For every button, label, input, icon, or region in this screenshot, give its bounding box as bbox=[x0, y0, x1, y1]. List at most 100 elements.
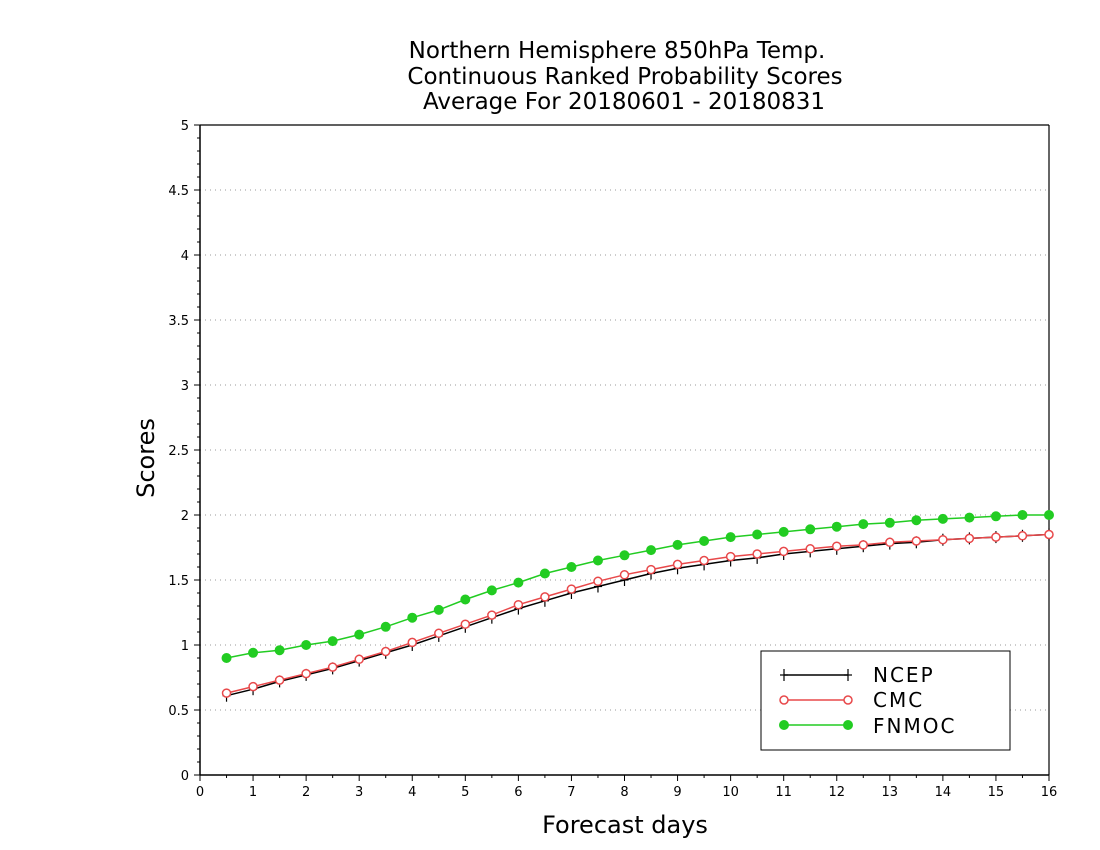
legend: NCEP CMC FNMOC bbox=[760, 650, 1011, 751]
chart-title-line-2: Continuous Ranked Probability Scores bbox=[407, 64, 842, 90]
legend-marker-end-fnmoc bbox=[843, 720, 853, 730]
x-tick-label-14: 14 bbox=[935, 785, 952, 800]
legend-label-ncep: NCEP bbox=[873, 663, 935, 687]
x-tick-label-11: 11 bbox=[775, 785, 792, 800]
point-cmc-3 bbox=[301, 668, 311, 679]
point-fnmoc-6 bbox=[380, 621, 391, 632]
y-tick-label-1: 0.5 bbox=[168, 704, 189, 719]
y-axis-label: Scores bbox=[132, 418, 160, 498]
point-fnmoc-8 bbox=[433, 604, 444, 615]
x-tick-label-12: 12 bbox=[828, 785, 845, 800]
point-fnmoc-14 bbox=[592, 555, 603, 566]
point-cmc-16 bbox=[646, 564, 656, 575]
point-fnmoc-28 bbox=[964, 512, 975, 523]
point-fnmoc-23 bbox=[831, 521, 842, 532]
point-cmc-26 bbox=[911, 536, 922, 546]
point-cmc-2 bbox=[274, 675, 285, 685]
point-cmc-19 bbox=[725, 551, 736, 562]
y-tick-label-8: 4 bbox=[181, 249, 189, 264]
point-fnmoc-11 bbox=[513, 577, 524, 588]
point-cmc-0 bbox=[221, 688, 232, 698]
point-fnmoc-16 bbox=[646, 545, 657, 556]
point-cmc-1 bbox=[248, 681, 258, 692]
point-cmc-25 bbox=[885, 537, 895, 548]
x-tick-label-0: 0 bbox=[196, 785, 204, 800]
point-cmc-28 bbox=[964, 533, 975, 544]
x-tick-label-5: 5 bbox=[461, 785, 469, 800]
point-cmc-7 bbox=[407, 637, 417, 648]
chart-title-line-3: Average For 20180601 - 20180831 bbox=[423, 89, 825, 115]
point-fnmoc-15 bbox=[619, 550, 630, 561]
x-tick-label-6: 6 bbox=[514, 785, 522, 800]
point-fnmoc-31 bbox=[1044, 510, 1054, 520]
series-cmc bbox=[221, 529, 1054, 698]
legend-marker-start-fnmoc bbox=[779, 720, 789, 730]
point-fnmoc-18 bbox=[699, 536, 710, 546]
y-tick-label-9: 4.5 bbox=[168, 184, 189, 199]
point-fnmoc-10 bbox=[486, 585, 497, 596]
point-cmc-12 bbox=[540, 592, 550, 602]
legend-label-cmc: CMC bbox=[873, 688, 924, 712]
y-axis-ticks: 0 0.5 1 1.5 2 2.5 3 3.5 4 4.5 5 bbox=[168, 119, 200, 784]
point-cmc-4 bbox=[327, 662, 338, 672]
x-tick-label-1: 1 bbox=[249, 785, 257, 800]
grid-lines bbox=[200, 124, 1049, 711]
point-cmc-20 bbox=[752, 549, 762, 559]
point-fnmoc-21 bbox=[778, 526, 789, 537]
point-fnmoc-2 bbox=[274, 645, 285, 656]
point-fnmoc-22 bbox=[805, 524, 816, 535]
y-tick-label-5: 2.5 bbox=[168, 444, 189, 459]
point-cmc-17 bbox=[672, 559, 683, 570]
point-fnmoc-27 bbox=[937, 513, 948, 524]
x-tick-label-2: 2 bbox=[302, 785, 310, 800]
x-tick-label-13: 13 bbox=[882, 785, 899, 800]
legend-entries bbox=[779, 669, 853, 730]
point-cmc-23 bbox=[832, 541, 842, 551]
point-fnmoc-3 bbox=[301, 640, 312, 650]
point-fnmoc-5 bbox=[354, 629, 365, 640]
legend-marker-end-ncep bbox=[844, 669, 852, 681]
point-fnmoc-0 bbox=[221, 653, 232, 663]
x-axis-ticks: 0 1 2 3 4 5 6 7 8 9 10 11 12 13 14 15 16 bbox=[196, 775, 1057, 800]
point-cmc-30 bbox=[1017, 531, 1028, 541]
x-tick-label-15: 15 bbox=[988, 785, 1005, 800]
point-fnmoc-13 bbox=[566, 562, 577, 572]
chart-title: Northern Hemisphere 850hPa Temp. Continu… bbox=[407, 38, 842, 115]
point-fnmoc-19 bbox=[725, 532, 736, 543]
x-tick-label-4: 4 bbox=[408, 785, 416, 800]
series-line-fnmoc bbox=[226, 514, 1049, 659]
point-cmc-27 bbox=[938, 534, 948, 545]
point-cmc-10 bbox=[487, 610, 497, 620]
y-tick-label-4: 2 bbox=[181, 509, 189, 524]
point-cmc-9 bbox=[460, 619, 471, 629]
point-cmc-24 bbox=[858, 540, 869, 550]
point-fnmoc-1 bbox=[248, 647, 259, 658]
point-fnmoc-26 bbox=[911, 515, 922, 526]
x-tick-label-3: 3 bbox=[355, 785, 363, 800]
point-fnmoc-17 bbox=[672, 539, 683, 550]
point-fnmoc-24 bbox=[858, 519, 869, 530]
point-cmc-29 bbox=[991, 532, 1001, 542]
series-lines bbox=[221, 510, 1054, 702]
x-tick-label-16: 16 bbox=[1041, 785, 1058, 800]
point-cmc-5 bbox=[354, 654, 364, 665]
legend-marker-end-cmc bbox=[843, 695, 853, 705]
x-axis-label: Forecast days bbox=[542, 811, 708, 839]
x-tick-label-10: 10 bbox=[722, 785, 739, 800]
series-fnmoc bbox=[221, 510, 1054, 663]
point-fnmoc-4 bbox=[327, 636, 338, 647]
y-tick-label-10: 5 bbox=[181, 119, 189, 134]
point-cmc-18 bbox=[699, 555, 709, 566]
chart-title-line-1: Northern Hemisphere 850hPa Temp. bbox=[409, 38, 826, 64]
point-fnmoc-9 bbox=[460, 594, 471, 605]
point-fnmoc-12 bbox=[539, 568, 550, 579]
y-tick-label-3: 1.5 bbox=[168, 574, 189, 589]
legend-marker-start-cmc bbox=[779, 695, 789, 705]
x-tick-label-8: 8 bbox=[620, 785, 628, 800]
point-fnmoc-7 bbox=[407, 612, 418, 623]
point-cmc-13 bbox=[566, 584, 577, 594]
y-tick-label-2: 1 bbox=[181, 639, 189, 654]
point-fnmoc-25 bbox=[884, 517, 895, 528]
